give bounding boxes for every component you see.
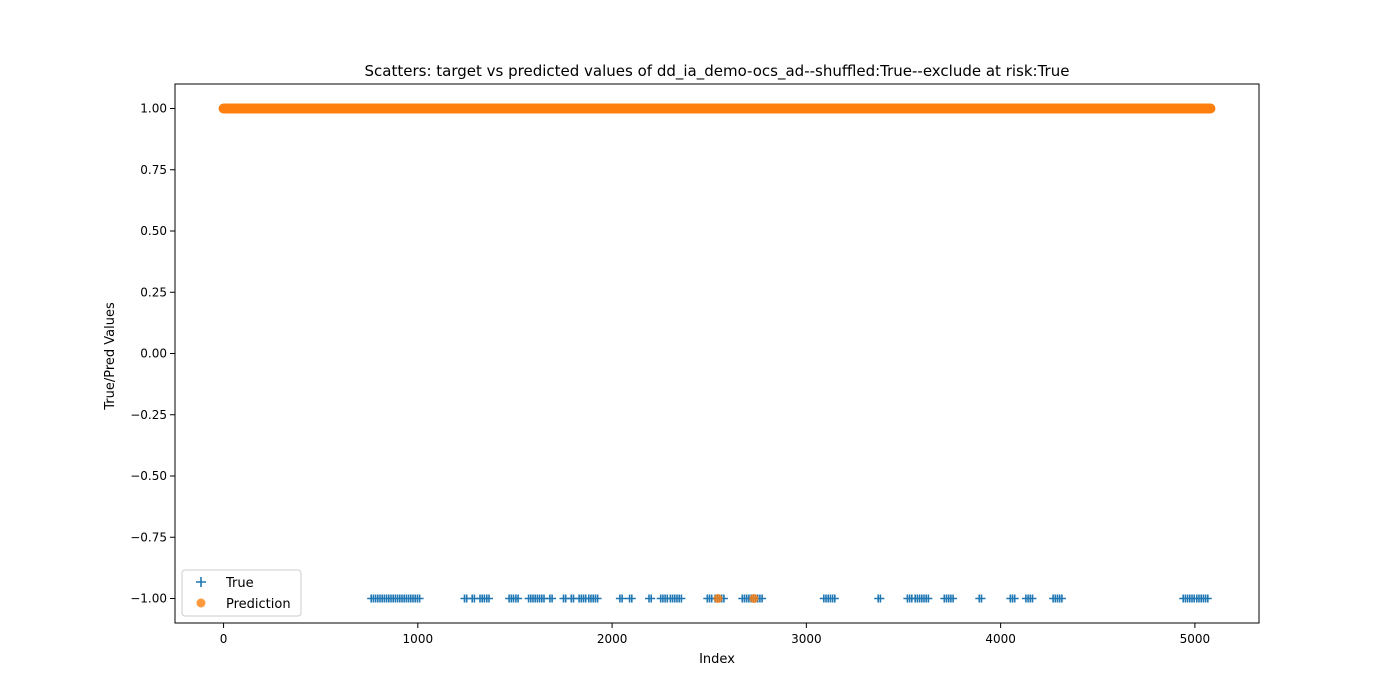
true-point-cluster bbox=[1021, 594, 1037, 603]
legend-circle-marker bbox=[196, 598, 206, 608]
y-tick-label: 0.00 bbox=[140, 347, 167, 361]
true-point bbox=[819, 594, 839, 603]
true-point bbox=[545, 594, 557, 603]
true-point bbox=[703, 594, 716, 603]
true-point bbox=[911, 594, 933, 603]
legend-box bbox=[181, 569, 302, 617]
true-point bbox=[975, 594, 986, 603]
legend-plus-marker bbox=[196, 577, 206, 587]
true-point bbox=[903, 594, 916, 603]
true-point bbox=[482, 594, 493, 603]
y-tick-label: 0.75 bbox=[140, 163, 167, 177]
true-point-cluster bbox=[819, 594, 839, 603]
true-point-cluster bbox=[940, 594, 958, 603]
x-tick-label: 2000 bbox=[597, 632, 628, 646]
true-point-cluster bbox=[625, 594, 636, 603]
true-point bbox=[1006, 594, 1019, 603]
true-point-cluster bbox=[511, 594, 523, 603]
true-point bbox=[584, 594, 602, 603]
true-point bbox=[940, 594, 958, 603]
chart-title: Scatters: target vs predicted values of … bbox=[365, 62, 1070, 81]
true-point-cluster bbox=[1049, 594, 1066, 603]
true-point-cluster bbox=[482, 594, 493, 603]
true-point-cluster bbox=[468, 594, 479, 603]
true-point bbox=[615, 594, 627, 603]
legend: True Prediction bbox=[181, 569, 302, 617]
true-point-cluster bbox=[615, 594, 627, 603]
true-point-cluster bbox=[584, 594, 602, 603]
legend-entry-prediction: Prediction bbox=[196, 597, 291, 612]
true-point-cluster bbox=[874, 594, 885, 603]
x-tick-label: 0 bbox=[220, 632, 228, 646]
true-point bbox=[567, 594, 578, 603]
true-point bbox=[1049, 594, 1066, 603]
true-point-cluster bbox=[703, 594, 716, 603]
legend-label-prediction: Prediction bbox=[226, 597, 291, 612]
true-point bbox=[460, 594, 471, 603]
true-point-cluster bbox=[1192, 594, 1212, 603]
y-tick-label: −0.50 bbox=[130, 469, 167, 483]
true-point bbox=[524, 594, 548, 603]
true-point-cluster bbox=[524, 594, 548, 603]
y-tick-label: 1.00 bbox=[140, 102, 167, 116]
true-point bbox=[476, 594, 489, 603]
true-point bbox=[625, 594, 636, 603]
true-point-cluster bbox=[476, 594, 489, 603]
true-point bbox=[1192, 594, 1212, 603]
true-point bbox=[874, 594, 885, 603]
y-tick-label: 0.50 bbox=[140, 224, 167, 238]
x-tick-label: 4000 bbox=[985, 632, 1016, 646]
x-tick-label: 5000 bbox=[1180, 632, 1211, 646]
x-tick-label: 1000 bbox=[403, 632, 434, 646]
prediction-point bbox=[713, 594, 723, 603]
true-point bbox=[367, 594, 424, 603]
true-point bbox=[511, 594, 523, 603]
prediction-point bbox=[749, 594, 759, 603]
true-point bbox=[645, 594, 656, 603]
y-axis-label: True/Pred Values bbox=[103, 302, 118, 411]
true-point bbox=[666, 594, 686, 603]
true-point-cluster bbox=[367, 594, 424, 603]
true-point-cluster bbox=[505, 594, 518, 603]
x-tick-label: 3000 bbox=[791, 632, 822, 646]
true-point-cluster bbox=[666, 594, 686, 603]
true-point-cluster bbox=[567, 594, 578, 603]
true-point-cluster bbox=[559, 594, 570, 603]
true-point bbox=[559, 594, 570, 603]
true-point-cluster bbox=[903, 594, 916, 603]
legend-label-true: True bbox=[225, 576, 254, 591]
true-point-cluster bbox=[911, 594, 933, 603]
true-point-cluster bbox=[545, 594, 557, 603]
legend-entry-true: True bbox=[196, 576, 254, 591]
y-tick-label: −1.00 bbox=[130, 592, 167, 606]
y-tick-label: −0.25 bbox=[130, 408, 167, 422]
true-point-cluster bbox=[460, 594, 471, 603]
y-tick-label: 0.25 bbox=[140, 285, 167, 299]
y-tick-label: −0.75 bbox=[130, 530, 167, 544]
true-point bbox=[1021, 594, 1037, 603]
true-point bbox=[468, 594, 479, 603]
true-point-cluster bbox=[975, 594, 986, 603]
true-point-cluster bbox=[1006, 594, 1019, 603]
true-point bbox=[505, 594, 518, 603]
true-point-cluster bbox=[645, 594, 656, 603]
x-axis-label: Index bbox=[699, 652, 735, 667]
